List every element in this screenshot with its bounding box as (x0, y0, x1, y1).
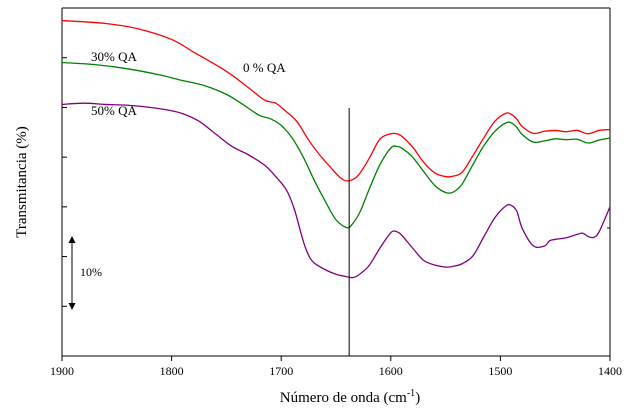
x-axis-title: Número de onda (cm-1) (280, 388, 420, 406)
x-tick-label: 1600 (379, 364, 403, 378)
series-label-50-qa: 50% QA (91, 103, 137, 118)
x-tick-label: 1800 (160, 364, 184, 378)
x-tick-label: 1900 (50, 364, 74, 378)
x-tick-label: 1400 (598, 364, 622, 378)
scale-bar: 10% (68, 236, 102, 310)
y-axis-title: Transmitancia (%) (14, 126, 30, 238)
x-axis-ticks: 1900 1800 1700 1600 1500 1400 (50, 356, 622, 378)
series-line-0 (61, 19, 611, 182)
scale-bar-arrow-down-icon (68, 303, 76, 310)
y-axis-ticks (62, 7, 610, 357)
scale-bar-label: 10% (80, 265, 102, 279)
series-group (61, 19, 611, 279)
series-line-1 (61, 61, 611, 229)
x-tick-label: 1700 (269, 364, 293, 378)
series-label-30-qa: 30% QA (91, 49, 137, 64)
series-label-0-qa: 0 % QA (243, 60, 286, 75)
scale-bar-arrow-up-icon (68, 236, 76, 243)
series-line-2 (61, 102, 611, 279)
x-tick-label: 1500 (488, 364, 512, 378)
x-axis-title-main: Número de onda (cm (280, 390, 407, 406)
x-axis-title-end: ) (415, 390, 420, 406)
x-axis-title-sup: -1 (407, 388, 415, 399)
